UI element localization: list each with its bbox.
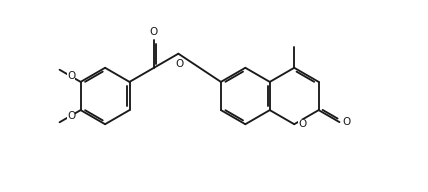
Text: O: O	[342, 117, 351, 127]
Text: O: O	[175, 59, 183, 69]
Text: O: O	[150, 27, 158, 37]
Text: O: O	[298, 119, 306, 129]
Text: O: O	[67, 71, 75, 81]
Text: O: O	[67, 111, 75, 121]
